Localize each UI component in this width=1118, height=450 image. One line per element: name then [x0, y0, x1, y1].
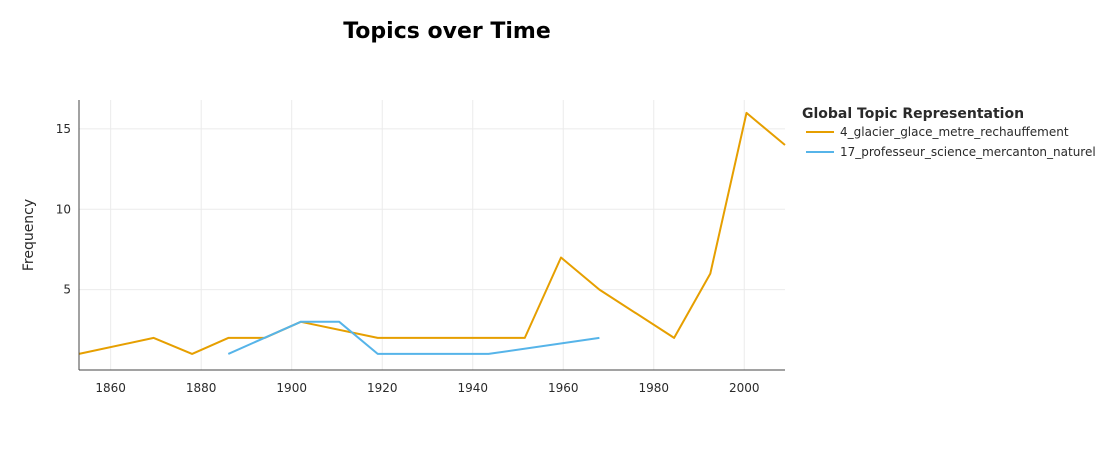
legend-label: 17_professeur_science_mercanton_naturel [840, 145, 1096, 159]
x-tick-label: 1940 [457, 381, 488, 395]
y-tick-label: 15 [56, 122, 71, 136]
series-lines [78, 111, 786, 355]
y-axis-label: Frequency [21, 199, 37, 271]
legend-title: Global Topic Representation [802, 106, 1024, 122]
x-tick-label: 1900 [276, 381, 307, 395]
legend-label: 4_glacier_glace_metre_rechauffement [840, 125, 1069, 139]
grid [79, 100, 785, 370]
series-line-2[interactable] [227, 320, 600, 355]
series-line-1[interactable] [78, 111, 786, 355]
x-tick-label: 1980 [638, 381, 669, 395]
legend[interactable]: Global Topic Representation 4_glacier_gl… [802, 106, 1096, 159]
axes: 1860 1880 1900 1920 1940 1960 1980 2000 5 10 15 [56, 100, 785, 395]
legend-item[interactable]: 4_glacier_glace_metre_rechauffement [806, 125, 1069, 139]
x-tick-label: 1960 [548, 381, 579, 395]
x-tick-label: 1880 [186, 381, 217, 395]
x-tick-label: 2000 [729, 381, 760, 395]
x-tick-label: 1860 [95, 381, 126, 395]
y-tick-label: 10 [56, 202, 71, 216]
x-tick-label: 1920 [367, 381, 398, 395]
y-tick-label: 5 [63, 283, 71, 297]
chart-title: Topics over Time [343, 19, 551, 44]
legend-item[interactable]: 17_professeur_science_mercanton_naturel [806, 145, 1096, 159]
